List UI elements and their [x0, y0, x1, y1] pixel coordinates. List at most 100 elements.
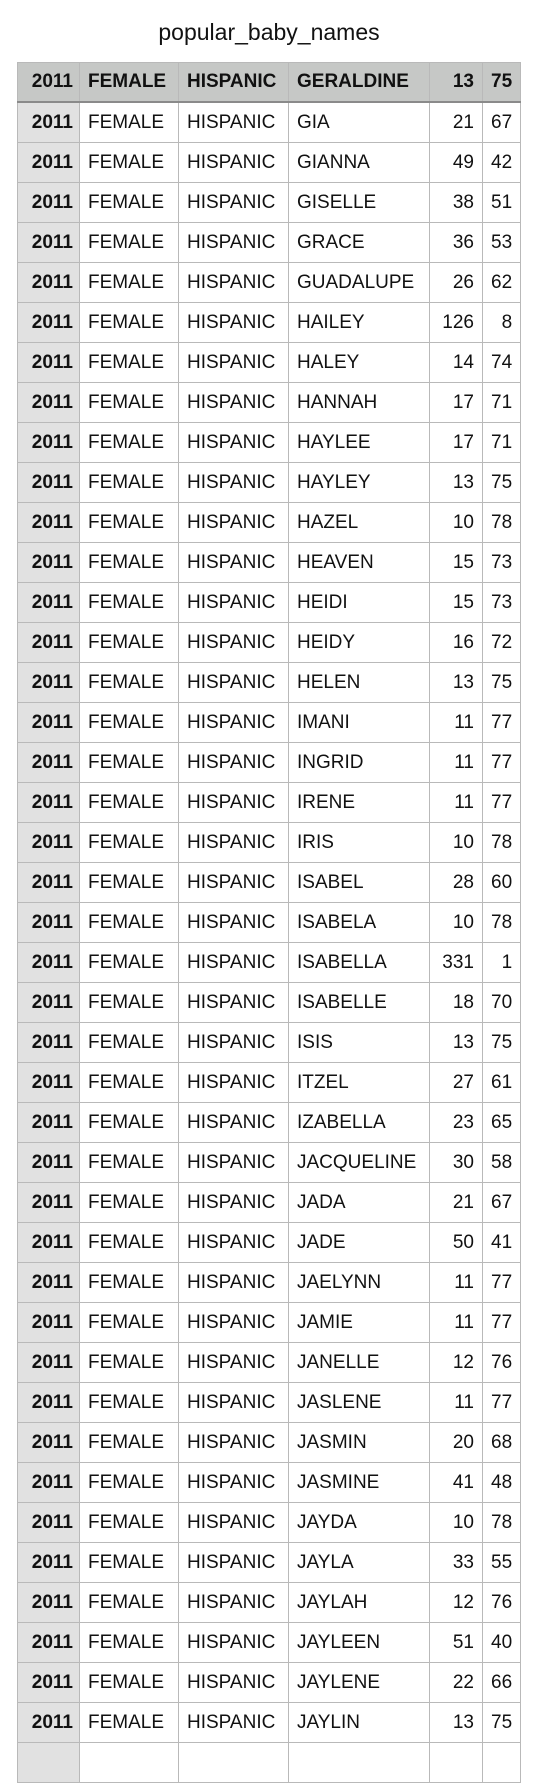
table-row: 2011 FEMALE HISPANIC ISABEL 28 60 [17, 862, 522, 903]
cell-name: ISABELA [288, 902, 430, 943]
cell-gender: FEMALE [79, 1582, 179, 1623]
cell-gender: FEMALE [79, 302, 179, 343]
cell-name: HELEN [288, 662, 430, 703]
cell-gender: FEMALE [79, 782, 179, 823]
cell-year: 2011 [17, 902, 80, 943]
cell-name: JASMINE [288, 1462, 430, 1503]
cell-rank [481, 1742, 522, 1783]
cell-name: HAYLEE [288, 422, 430, 463]
cell-count: 11 [429, 1262, 483, 1303]
cell-gender: FEMALE [79, 1102, 179, 1143]
cell-name: JACQUELINE [288, 1142, 430, 1183]
cell-name: JASMIN [288, 1422, 430, 1463]
cell-gender: FEMALE [79, 101, 179, 143]
cell-gender: FEMALE [79, 902, 179, 943]
cell-gender: FEMALE [79, 1502, 179, 1543]
cell-rank: 48 [481, 1462, 522, 1503]
table-row: 2011 FEMALE HISPANIC JADE 50 41 [17, 1222, 522, 1263]
cell-count: 49 [429, 142, 483, 183]
cell-ethnicity: HISPANIC [178, 1382, 289, 1423]
cell-count: 26 [429, 262, 483, 303]
cell-ethnicity: HISPANIC [178, 822, 289, 863]
table-row: 2011 FEMALE HISPANIC IRIS 10 78 [17, 822, 522, 863]
cell-year: 2011 [17, 1622, 80, 1663]
cell-rank: 58 [481, 1142, 522, 1183]
cell-name: ISIS [288, 1022, 430, 1063]
table-row: 2011 FEMALE HISPANIC HANNAH 17 71 [17, 382, 522, 423]
cell-count: 14 [429, 342, 483, 383]
cell-gender: FEMALE [79, 822, 179, 863]
cell-ethnicity: HISPANIC [178, 182, 289, 223]
cell-rank: 1 [481, 942, 522, 983]
table-row: 2011 FEMALE HISPANIC JASLENE 11 77 [17, 1382, 522, 1423]
table-row: 2011 FEMALE HISPANIC JAYLIN 13 75 [17, 1702, 522, 1743]
cell-ethnicity: HISPANIC [178, 902, 289, 943]
cell-count: 13 [429, 462, 483, 503]
cell-name: INGRID [288, 742, 430, 783]
table-row: 2011 FEMALE HISPANIC ISABELA 10 78 [17, 902, 522, 943]
cell-count [429, 1742, 483, 1783]
cell-rank: 53 [481, 222, 522, 263]
cell-count: 28 [429, 862, 483, 903]
header-gender: FEMALE [79, 62, 179, 103]
header-ethnicity: HISPANIC [178, 62, 289, 103]
table-row: 2011 FEMALE HISPANIC HALEY 14 74 [17, 342, 522, 383]
cell-rank: 55 [481, 1542, 522, 1583]
cell-year: 2011 [17, 1342, 80, 1383]
cell-name: JADA [288, 1182, 430, 1223]
table-row: 2011 FEMALE HISPANIC JAELYNN 11 77 [17, 1262, 522, 1303]
cell-year: 2011 [17, 1502, 80, 1543]
cell-count: 15 [429, 542, 483, 583]
table-row: 2011 FEMALE HISPANIC JASMINE 41 48 [17, 1462, 522, 1503]
cell-rank: 77 [481, 702, 522, 743]
cell-ethnicity: HISPANIC [178, 782, 289, 823]
cell-name: GUADALUPE [288, 262, 430, 303]
cell-ethnicity: HISPANIC [178, 1422, 289, 1463]
cell-year: 2011 [17, 1262, 80, 1303]
table-row: 2011 FEMALE HISPANIC HELEN 13 75 [17, 662, 522, 703]
cell-year: 2011 [17, 622, 80, 663]
cell-ethnicity: HISPANIC [178, 1022, 289, 1063]
cell-count: 11 [429, 782, 483, 823]
cell-rank: 77 [481, 1302, 522, 1343]
cell-count: 23 [429, 1102, 483, 1143]
cell-count: 21 [429, 101, 483, 143]
table-row: 2011 FEMALE HISPANIC JASMIN 20 68 [17, 1422, 522, 1463]
table-row: 2011 FEMALE HISPANIC JAYLENE 22 66 [17, 1662, 522, 1703]
cell-ethnicity: HISPANIC [178, 222, 289, 263]
cell-gender: FEMALE [79, 1062, 179, 1103]
cell-year: 2011 [17, 1222, 80, 1263]
cell-ethnicity: HISPANIC [178, 1062, 289, 1103]
cell-rank: 70 [481, 982, 522, 1023]
cell-year: 2011 [17, 101, 80, 143]
cell-year: 2011 [17, 1102, 80, 1143]
cell-year: 2011 [17, 142, 80, 183]
cell-ethnicity: HISPANIC [178, 1662, 289, 1703]
cell-ethnicity: HISPANIC [178, 742, 289, 783]
cell-count: 18 [429, 982, 483, 1023]
cell-rank: 76 [481, 1582, 522, 1623]
cell-name: JADE [288, 1222, 430, 1263]
cell-ethnicity: HISPANIC [178, 1502, 289, 1543]
cell-rank: 51 [481, 182, 522, 223]
cell-name: HAILEY [288, 302, 430, 343]
cell-name: GIANNA [288, 142, 430, 183]
table-row: 2011 FEMALE HISPANIC HAILEY 126 8 [17, 302, 522, 343]
cell-year: 2011 [17, 942, 80, 983]
cell-ethnicity: HISPANIC [178, 582, 289, 623]
cell-gender: FEMALE [79, 702, 179, 743]
cell-gender: FEMALE [79, 382, 179, 423]
cell-ethnicity: HISPANIC [178, 1142, 289, 1183]
cell-count: 11 [429, 742, 483, 783]
cell-name: GRACE [288, 222, 430, 263]
table-row: 2011 FEMALE HISPANIC HAYLEE 17 71 [17, 422, 522, 463]
cell-rank: 73 [481, 582, 522, 623]
cell-name: JAYLAH [288, 1582, 430, 1623]
table-row: 2011 FEMALE HISPANIC HEAVEN 15 73 [17, 542, 522, 583]
cell-year: 2011 [17, 822, 80, 863]
cell-ethnicity: HISPANIC [178, 262, 289, 303]
cell-gender [79, 1742, 179, 1783]
cell-rank: 76 [481, 1342, 522, 1383]
cell-year: 2011 [17, 982, 80, 1023]
cell-year: 2011 [17, 1062, 80, 1103]
